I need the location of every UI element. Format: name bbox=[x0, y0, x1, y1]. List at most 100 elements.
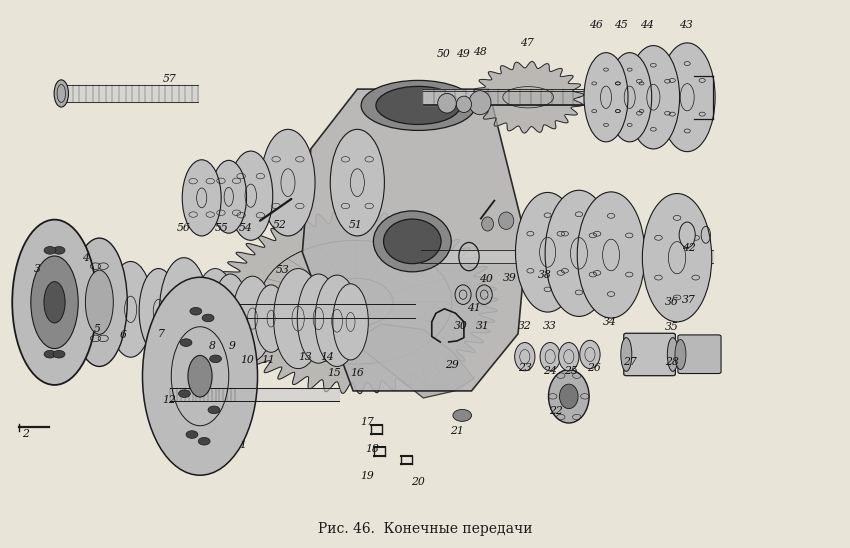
Polygon shape bbox=[353, 324, 474, 398]
Ellipse shape bbox=[232, 276, 273, 361]
Circle shape bbox=[44, 247, 56, 254]
Circle shape bbox=[37, 320, 49, 328]
Ellipse shape bbox=[515, 192, 580, 312]
Text: 49: 49 bbox=[456, 49, 470, 59]
Ellipse shape bbox=[182, 160, 221, 236]
Ellipse shape bbox=[608, 53, 652, 142]
Text: 11: 11 bbox=[262, 355, 275, 365]
Circle shape bbox=[60, 320, 71, 328]
Text: 39: 39 bbox=[502, 273, 517, 283]
Polygon shape bbox=[303, 89, 526, 391]
Circle shape bbox=[208, 406, 220, 414]
Text: 16: 16 bbox=[350, 368, 364, 378]
Text: 26: 26 bbox=[587, 363, 601, 373]
Text: 1: 1 bbox=[240, 440, 246, 450]
Text: 12: 12 bbox=[162, 395, 177, 405]
Text: 5: 5 bbox=[94, 324, 101, 334]
Polygon shape bbox=[213, 211, 498, 394]
Text: 52: 52 bbox=[273, 220, 286, 230]
Text: 48: 48 bbox=[473, 47, 487, 57]
Text: 47: 47 bbox=[519, 38, 534, 48]
Ellipse shape bbox=[548, 370, 589, 423]
Ellipse shape bbox=[514, 342, 535, 371]
Ellipse shape bbox=[469, 91, 491, 115]
Ellipse shape bbox=[627, 45, 680, 149]
Circle shape bbox=[186, 431, 198, 438]
Text: 22: 22 bbox=[549, 406, 563, 416]
Text: 23: 23 bbox=[518, 363, 532, 373]
Text: 8: 8 bbox=[208, 341, 215, 351]
Circle shape bbox=[178, 390, 190, 397]
Text: 44: 44 bbox=[640, 20, 654, 30]
Circle shape bbox=[453, 409, 472, 421]
Ellipse shape bbox=[675, 340, 686, 369]
Ellipse shape bbox=[54, 80, 69, 107]
Text: 6: 6 bbox=[120, 330, 127, 340]
Ellipse shape bbox=[438, 94, 456, 113]
Ellipse shape bbox=[211, 161, 246, 233]
Text: 25: 25 bbox=[564, 366, 577, 376]
Text: 29: 29 bbox=[445, 361, 459, 370]
FancyBboxPatch shape bbox=[678, 335, 721, 374]
Ellipse shape bbox=[620, 338, 632, 372]
Text: 28: 28 bbox=[665, 357, 679, 367]
Ellipse shape bbox=[331, 129, 384, 236]
Ellipse shape bbox=[44, 282, 65, 323]
Text: Рис. 46.  Конечные передачи: Рис. 46. Конечные передачи bbox=[318, 522, 532, 535]
Ellipse shape bbox=[373, 211, 451, 272]
Ellipse shape bbox=[194, 269, 236, 358]
Circle shape bbox=[190, 307, 201, 315]
Text: 35: 35 bbox=[665, 322, 679, 332]
Text: 50: 50 bbox=[437, 49, 451, 59]
Text: 9: 9 bbox=[229, 341, 235, 351]
Text: 17: 17 bbox=[360, 417, 374, 427]
Text: 27: 27 bbox=[623, 357, 637, 367]
Ellipse shape bbox=[643, 193, 711, 322]
Ellipse shape bbox=[143, 277, 258, 475]
Ellipse shape bbox=[31, 256, 78, 349]
Text: 36: 36 bbox=[665, 297, 679, 307]
Circle shape bbox=[54, 247, 65, 254]
Polygon shape bbox=[473, 61, 584, 133]
Ellipse shape bbox=[383, 219, 441, 264]
Text: 21: 21 bbox=[450, 426, 464, 436]
Ellipse shape bbox=[558, 342, 579, 371]
Ellipse shape bbox=[85, 270, 113, 334]
Text: 51: 51 bbox=[348, 220, 362, 230]
Ellipse shape bbox=[261, 129, 315, 236]
Text: 18: 18 bbox=[366, 444, 379, 454]
FancyBboxPatch shape bbox=[624, 333, 676, 376]
Circle shape bbox=[180, 339, 192, 346]
Ellipse shape bbox=[188, 356, 212, 397]
Circle shape bbox=[210, 355, 222, 363]
Ellipse shape bbox=[315, 275, 359, 367]
Ellipse shape bbox=[667, 338, 678, 372]
Ellipse shape bbox=[298, 274, 339, 363]
Ellipse shape bbox=[545, 190, 613, 316]
Ellipse shape bbox=[376, 87, 461, 124]
Text: 45: 45 bbox=[615, 20, 628, 30]
Text: 34: 34 bbox=[603, 317, 616, 327]
Ellipse shape bbox=[229, 151, 273, 240]
Ellipse shape bbox=[660, 43, 715, 152]
Text: 19: 19 bbox=[360, 471, 374, 481]
Ellipse shape bbox=[482, 217, 494, 231]
Ellipse shape bbox=[577, 192, 645, 318]
Ellipse shape bbox=[361, 81, 475, 130]
Ellipse shape bbox=[274, 269, 323, 369]
Text: 3: 3 bbox=[34, 264, 41, 273]
Ellipse shape bbox=[139, 269, 178, 353]
Ellipse shape bbox=[456, 96, 472, 112]
Text: 38: 38 bbox=[538, 270, 552, 280]
Text: 57: 57 bbox=[162, 75, 177, 84]
Text: 53: 53 bbox=[276, 265, 290, 275]
Ellipse shape bbox=[499, 212, 513, 230]
Text: 4: 4 bbox=[82, 253, 88, 262]
Circle shape bbox=[54, 350, 65, 358]
Text: 37: 37 bbox=[682, 295, 696, 305]
Ellipse shape bbox=[12, 220, 97, 385]
Text: 40: 40 bbox=[479, 275, 493, 284]
Text: 41: 41 bbox=[468, 302, 481, 313]
Text: 46: 46 bbox=[589, 20, 603, 30]
Text: 33: 33 bbox=[543, 321, 557, 330]
